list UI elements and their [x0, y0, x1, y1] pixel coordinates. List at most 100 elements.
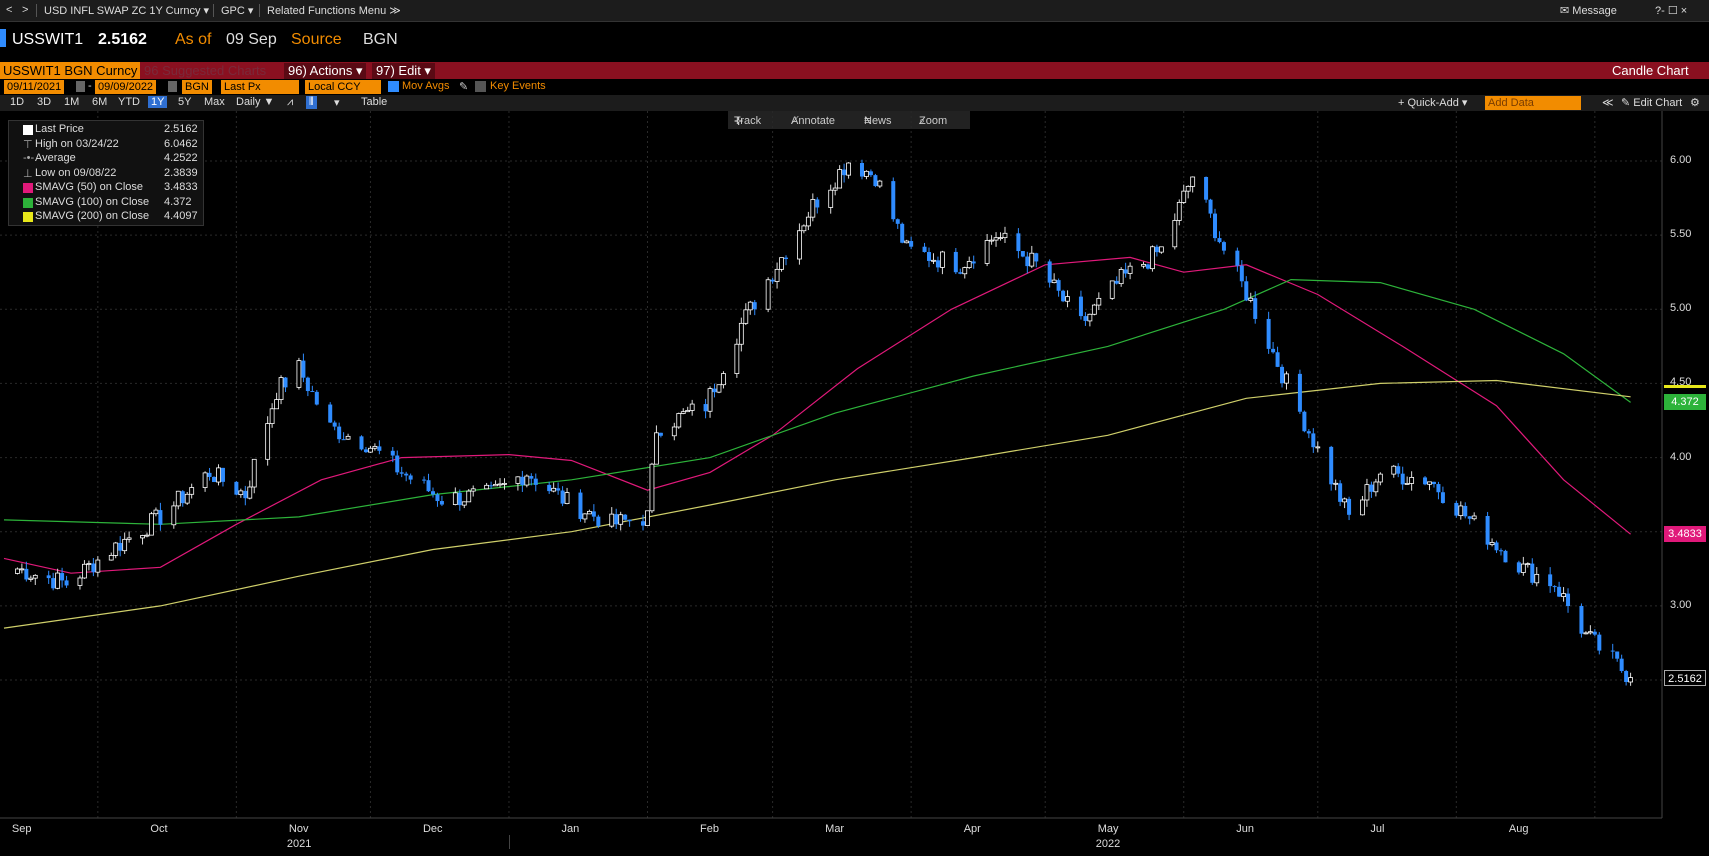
candle-body	[158, 510, 163, 525]
candle-body	[1338, 483, 1343, 502]
candle-body	[738, 322, 744, 345]
candle-body	[832, 187, 838, 191]
window-controls[interactable]: ?- ☐ ×	[1655, 5, 1688, 17]
price-chart[interactable]	[0, 111, 1709, 856]
message-button[interactable]: ✉ Message	[1560, 4, 1617, 17]
chart-style-dropdown-icon[interactable]: ▾	[334, 97, 340, 109]
candle-body	[502, 482, 507, 485]
range-6m[interactable]: 6M	[92, 96, 108, 108]
candle-body	[175, 490, 181, 507]
candle-body	[671, 426, 677, 437]
range-max[interactable]: Max	[204, 96, 225, 108]
candle-body	[64, 580, 69, 586]
candle-body	[51, 578, 56, 589]
candle-body	[180, 491, 185, 504]
back-button[interactable]: <	[6, 4, 13, 16]
edit-chart-button[interactable]: ✎ Edit Chart	[1621, 97, 1683, 109]
actions-menu[interactable]: 96) Actions ▾	[284, 63, 367, 79]
candle-body	[1400, 473, 1405, 485]
candle-body	[1342, 498, 1347, 503]
function-dropdown[interactable]: GPC ▾	[221, 5, 254, 17]
candle-body	[328, 404, 333, 423]
range-1d[interactable]: 1D	[10, 96, 25, 108]
security-input[interactable]: USSWIT1 BGN Curncy	[0, 62, 140, 79]
candle-body	[984, 240, 990, 264]
candle-body	[1458, 505, 1464, 517]
collapse-icon[interactable]: ≪	[1602, 97, 1614, 109]
candle-body	[86, 563, 92, 565]
start-date-field[interactable]: 09/11/2021	[4, 80, 65, 94]
candle-body	[1065, 296, 1070, 302]
candle-body	[1615, 651, 1620, 659]
x-year-label: 2022	[1095, 838, 1121, 850]
candle-body	[95, 559, 101, 573]
range-ytd[interactable]: YTD	[118, 96, 140, 108]
candle-body	[1610, 650, 1615, 652]
range-3d[interactable]: 3D	[37, 96, 52, 108]
candle-body	[1154, 246, 1159, 253]
legend-value: 6.0462	[164, 137, 198, 150]
candle-body	[1628, 677, 1633, 683]
candle-body	[144, 534, 150, 537]
candle-body	[82, 563, 87, 579]
calendar-icon[interactable]	[168, 81, 177, 92]
candle-chart-icon[interactable]: ⫴	[306, 96, 317, 109]
candle-body	[1185, 185, 1191, 192]
related-functions-menu[interactable]: Related Functions Menu ≫	[267, 5, 401, 17]
range-5y[interactable]: 5Y	[178, 96, 192, 108]
x-month-label: Sep	[11, 823, 32, 835]
candlesticks	[15, 159, 1633, 686]
candle-body	[171, 505, 177, 526]
calendar-icon[interactable]	[76, 81, 85, 92]
candle-body	[998, 237, 1003, 240]
candle-body	[470, 488, 476, 492]
source-field[interactable]: BGN	[182, 80, 212, 94]
candle-body	[153, 509, 159, 515]
candle-body	[1333, 482, 1339, 485]
candle-body	[1302, 411, 1307, 432]
legend-value: 3.4833	[164, 181, 198, 193]
candle-body	[784, 257, 789, 260]
end-date-field[interactable]: 09/09/2022	[95, 80, 157, 94]
key-events-checkbox[interactable]	[475, 81, 486, 92]
candle-body	[314, 391, 319, 405]
security-dropdown[interactable]: USD INFL SWAP ZC 1Y Curncy ▾	[44, 5, 210, 17]
candle-body	[46, 575, 51, 579]
candle-body	[238, 490, 244, 496]
currency-dropdown[interactable]: Local CCY	[305, 80, 381, 94]
mov-avgs-checkbox[interactable]	[388, 81, 399, 92]
candle-body	[645, 510, 650, 526]
edit-menu[interactable]: 97) Edit ▾	[372, 63, 435, 79]
legend-row: ⊤ High on 03/24/22 6.0462	[9, 138, 205, 152]
quick-add-button[interactable]: + Quick-Add ▾	[1398, 97, 1468, 109]
quick-add-label: + Quick-Add	[1398, 97, 1459, 109]
legend-row: SMAVG (200) on Close 4.4097	[9, 210, 205, 224]
table-button[interactable]: Table	[361, 96, 388, 108]
candle-body	[1114, 280, 1119, 284]
candle-body	[1141, 263, 1146, 267]
candle-body	[363, 449, 368, 453]
range-1m[interactable]: 1M	[64, 96, 80, 108]
y-tick-label: 4.00	[1670, 450, 1692, 463]
candle-body	[32, 574, 38, 579]
candle-body	[743, 309, 749, 324]
pencil-icon[interactable]: ✎	[459, 81, 469, 93]
range-1y[interactable]: 1Y	[148, 96, 168, 108]
y-tick-label: 5.50	[1670, 228, 1692, 241]
candle-body	[1172, 220, 1178, 248]
forward-button[interactable]: >	[22, 4, 29, 16]
last-price: 2.5162	[98, 31, 147, 48]
suggested-charts-button[interactable]: 96 Suggested Charts	[144, 63, 267, 78]
price-field[interactable]: Last Px	[221, 80, 299, 94]
candle-body	[1534, 573, 1540, 584]
candle-body	[1109, 280, 1115, 299]
candle-body	[1503, 550, 1508, 563]
candle-body	[904, 240, 910, 244]
candle-body	[515, 476, 521, 484]
line-chart-icon[interactable]: ⩘	[287, 96, 294, 108]
settings-gear-icon[interactable]: ⚙	[1690, 97, 1700, 109]
frequency-dropdown[interactable]: Daily ▼	[236, 96, 275, 108]
candle-body	[533, 478, 538, 485]
candle-body	[269, 408, 275, 424]
add-data-input[interactable]: Add Data	[1485, 96, 1581, 110]
